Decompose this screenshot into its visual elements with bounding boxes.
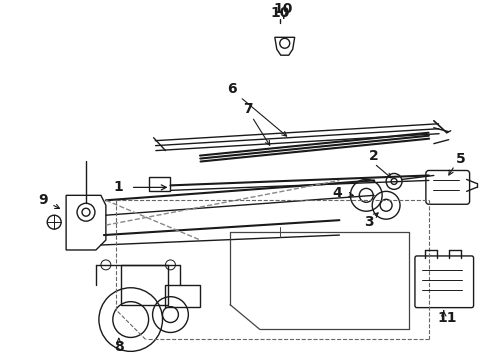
Text: 1: 1 bbox=[114, 180, 123, 194]
Text: 10: 10 bbox=[270, 6, 290, 21]
Text: 6: 6 bbox=[227, 82, 237, 96]
Bar bbox=[121, 265, 169, 305]
Text: 11: 11 bbox=[437, 311, 457, 325]
Text: 3: 3 bbox=[365, 215, 374, 229]
Text: 10: 10 bbox=[273, 3, 293, 17]
Text: 4: 4 bbox=[333, 186, 343, 200]
Text: 5: 5 bbox=[456, 152, 466, 166]
Bar bbox=[148, 177, 171, 192]
Text: 2: 2 bbox=[369, 149, 379, 163]
Bar bbox=[166, 285, 200, 307]
Text: 9: 9 bbox=[38, 193, 48, 207]
Text: 8: 8 bbox=[114, 340, 123, 354]
Text: 7: 7 bbox=[243, 102, 253, 116]
